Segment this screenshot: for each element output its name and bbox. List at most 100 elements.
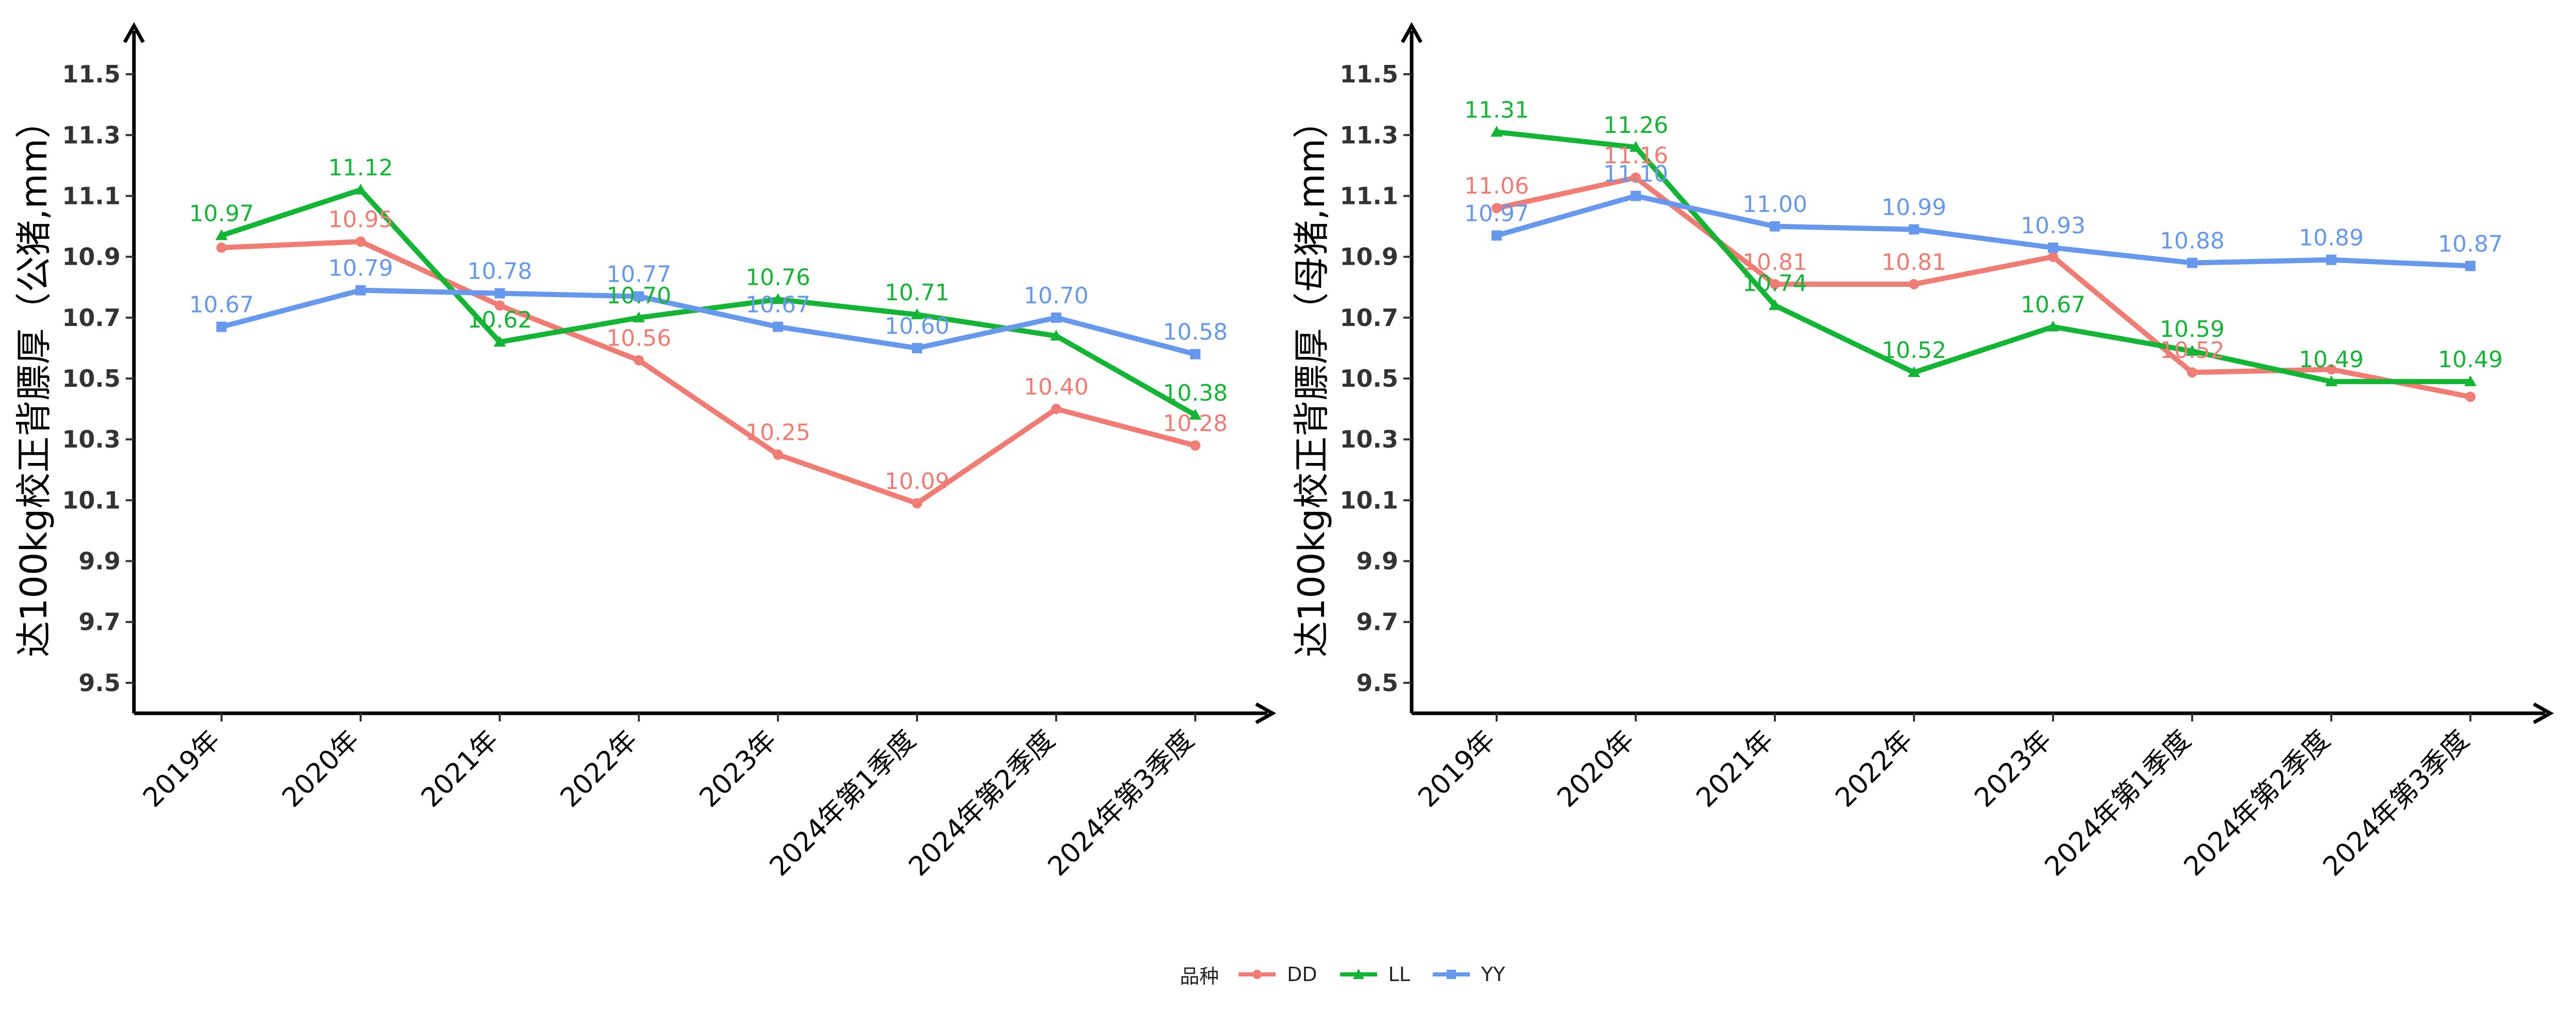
data-label-yy: 10.67 [189,292,254,318]
data-label-ll: 10.49 [2299,347,2364,373]
point-dd [1770,279,1780,289]
legend-label-ll: LL [1388,963,1410,986]
x-tick-label: 2024年第3季度 [1042,725,1200,882]
y-axis-title: 达100kg校正背膘厚（公猪,mm） [13,102,55,657]
y-tick-label: 11.5 [1340,60,1399,88]
chart-panel-1: 9.5 9.7 9.9 10.1 10.3 10.5 10.7 10.9 11.1 11.3 11.… [13,22,1277,882]
point-dd [216,242,227,253]
x-tick-label: 2024年第1季度 [764,725,922,882]
point-ll [2186,345,2198,356]
y-tick-label: 10.7 [62,304,121,332]
legend-title: 品种 [1180,965,1219,988]
data-label-dd: 11.16 [1603,143,1668,169]
y-tick-label: 11.3 [62,121,121,149]
x-axis-arrow [2533,702,2554,725]
data-label-ll: 10.52 [1882,337,1946,364]
point-ll [1050,330,1062,341]
y-tick-label: 11.3 [1340,121,1399,149]
legend-item-ll: LL [1338,963,1410,986]
data-label-dd: 10.81 [1742,249,1807,276]
x-tick-label: 2019年 [137,725,226,814]
data-label-ll: 10.59 [2160,316,2225,342]
data-label-ll: 11.12 [328,155,393,181]
point-ll [2325,375,2337,386]
data-label-yy: 10.77 [606,261,671,287]
point-dd [1190,440,1200,451]
data-label-yy: 10.97 [1464,200,1529,227]
legend-swatch-ll [1338,964,1379,985]
point-ll [772,293,784,304]
point-dd [495,300,505,311]
data-label-ll: 10.62 [467,307,532,333]
data-label-yy: 10.89 [2299,225,2364,251]
data-label-ll: 10.67 [2021,292,2086,318]
point-dd [2187,367,2197,378]
y-tick-label: 10.9 [1340,243,1399,271]
data-label-dd: 10.09 [885,468,950,494]
point-dd [1492,203,1502,214]
y-tick-label: 10.1 [62,486,121,514]
point-dd [2326,364,2336,375]
data-label-yy: 10.78 [467,259,532,285]
x-tick-label: 2019年 [1412,725,1501,814]
point-dd [912,498,922,509]
point-ll [215,229,228,241]
y-tick-label: 10.3 [62,425,121,453]
point-dd [1909,279,1919,289]
y-tick-label: 10.1 [1340,486,1399,514]
x-axis-arrow [1255,702,1277,725]
data-label-dd: 10.25 [745,420,810,446]
x-tick-label: 2021年 [1690,725,1780,814]
legend-item-dd: DD [1236,963,1317,986]
y-tick-label: 11.1 [1340,182,1399,210]
data-label-yy: 10.87 [2438,231,2503,257]
data-label-dd: 10.95 [328,207,393,233]
point-yy [216,321,227,332]
data-label-yy: 10.88 [2160,228,2225,254]
data-label-ll: 10.71 [885,280,950,306]
x-tick-label: 2023年 [1969,725,2058,814]
series-line-yy [1496,193,2471,269]
x-tick-label: 2024年第2季度 [2178,725,2336,882]
x-tick-label: 2024年第2季度 [903,725,1061,882]
data-label-yy: 10.60 [885,313,950,339]
point-ll [911,308,923,319]
data-label-ll: 10.49 [2438,347,2503,373]
point-yy [1631,191,1641,201]
data-label-yy: 10.99 [1882,194,1946,220]
legend-item-yy: YY [1431,963,1505,986]
series-line-yy [221,287,1196,357]
data-label-ll: 10.74 [1742,270,1807,297]
y-tick-label: 10.3 [1340,425,1399,453]
data-label-dd: 10.40 [1024,374,1089,400]
point-ll [2047,320,2059,332]
series-line-dd [1496,175,2471,400]
x-tick-label: 2020年 [1551,725,1640,814]
point-dd [2048,251,2058,262]
point-ll [1630,141,1642,152]
data-label-ll: 10.97 [189,200,254,227]
y-tick-label: 9.5 [1357,669,1399,697]
point-ll [354,183,367,195]
y-tick-label: 11.5 [62,60,121,88]
point-yy [1909,224,1919,235]
point-dd [355,236,366,247]
point-ll [2464,375,2477,386]
point-dd [2465,391,2476,402]
point-dd [634,355,644,366]
chart-panel-2: 9.5 9.7 9.9 10.1 10.3 10.5 10.7 10.9 11.1 11.3 11.… [1291,22,2554,882]
data-label-yy: 10.93 [2021,213,2086,239]
point-ll [1769,299,1781,311]
legend-label-yy: YY [1481,963,1505,986]
point-yy [2465,261,2476,271]
point-yy [773,321,783,332]
y-tick-label: 9.9 [1357,547,1399,575]
data-label-ll: 11.26 [1603,112,1668,139]
point-yy [912,342,922,353]
y-tick-label: 11.1 [62,182,121,210]
x-tick-label: 2022年 [1829,725,1919,814]
legend: 品种 DD LL YY [1180,959,1526,990]
legend-label-dd: DD [1287,963,1317,986]
data-label-dd: 11.06 [1464,173,1529,199]
x-tick-label: 2020年 [276,725,365,814]
